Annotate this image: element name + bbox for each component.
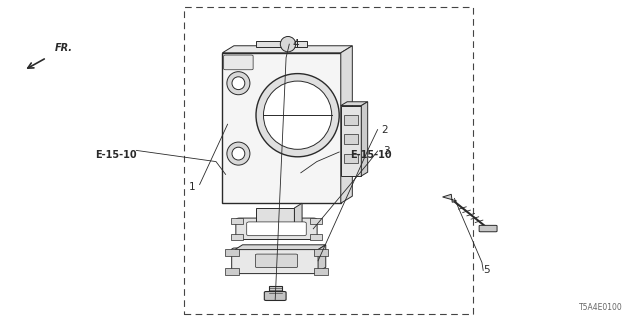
Text: 5: 5 <box>483 265 490 276</box>
Bar <box>232 218 243 225</box>
Bar <box>256 41 307 47</box>
Bar <box>223 53 341 203</box>
FancyBboxPatch shape <box>264 292 286 300</box>
Ellipse shape <box>232 147 245 160</box>
FancyBboxPatch shape <box>232 248 321 274</box>
Bar <box>344 115 358 125</box>
Polygon shape <box>318 245 326 272</box>
Text: E-15-10: E-15-10 <box>350 150 392 160</box>
Bar <box>225 268 239 275</box>
Polygon shape <box>223 46 352 53</box>
Polygon shape <box>443 194 456 202</box>
Text: 2: 2 <box>381 124 387 135</box>
Bar <box>344 134 358 144</box>
Bar <box>269 286 282 294</box>
Ellipse shape <box>232 77 245 90</box>
Text: FR.: FR. <box>54 43 72 53</box>
Bar <box>314 268 328 275</box>
Ellipse shape <box>227 142 250 165</box>
Ellipse shape <box>256 74 339 157</box>
FancyBboxPatch shape <box>236 218 317 239</box>
Polygon shape <box>361 102 367 176</box>
Bar <box>310 234 321 241</box>
Text: T5A4E0100: T5A4E0100 <box>579 303 623 312</box>
Polygon shape <box>340 46 352 203</box>
Polygon shape <box>340 102 367 106</box>
Text: 4: 4 <box>292 39 299 49</box>
Bar <box>340 106 361 176</box>
Polygon shape <box>235 245 326 250</box>
Bar <box>225 249 239 256</box>
FancyBboxPatch shape <box>224 55 253 70</box>
Bar <box>232 234 243 241</box>
Bar <box>310 218 321 225</box>
Bar <box>184 7 473 314</box>
Bar <box>314 249 328 256</box>
FancyBboxPatch shape <box>479 225 497 232</box>
Text: 3: 3 <box>383 146 389 156</box>
FancyBboxPatch shape <box>247 222 307 236</box>
Text: E-15-10: E-15-10 <box>95 150 137 160</box>
Bar <box>256 208 294 229</box>
Ellipse shape <box>227 72 250 95</box>
Ellipse shape <box>264 81 332 149</box>
Bar <box>344 154 358 163</box>
FancyBboxPatch shape <box>255 254 298 268</box>
Ellipse shape <box>280 36 296 52</box>
Polygon shape <box>294 203 302 229</box>
Text: 1: 1 <box>189 182 195 192</box>
